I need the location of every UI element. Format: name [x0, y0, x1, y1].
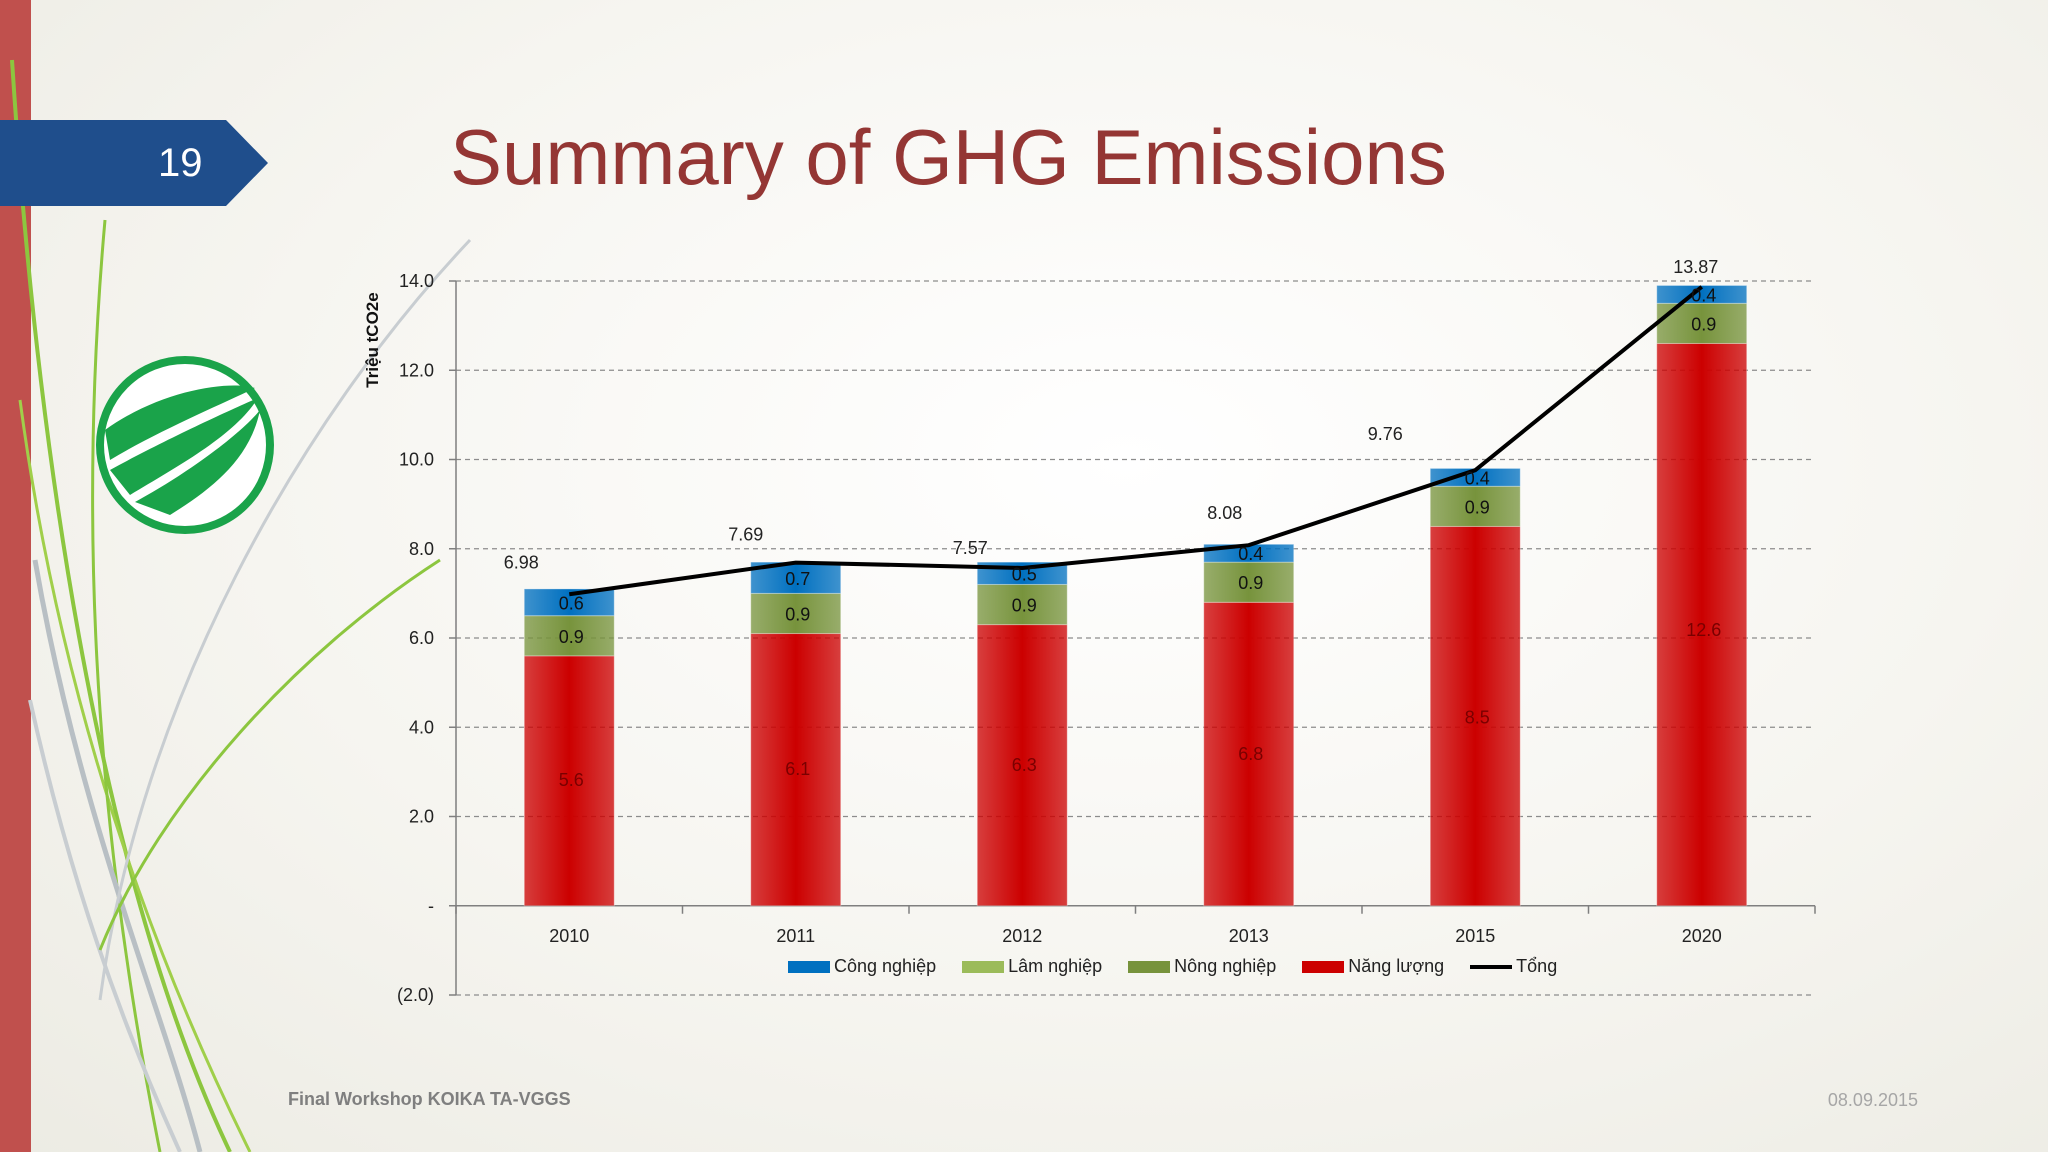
bar-segment: [750, 633, 842, 907]
bar-segment: [1203, 561, 1295, 603]
footer-date: 08.09.2015: [1827, 1090, 1918, 1110]
total-label: 7.69: [728, 525, 763, 545]
bar-segment: [1429, 485, 1521, 527]
bar-segment: [523, 615, 615, 657]
y-tick-label: 8.0: [409, 539, 434, 559]
legend-swatch: [788, 960, 830, 973]
slide-number-badge: [0, 120, 268, 206]
bar-segment: [976, 583, 1068, 626]
bar-segment: [523, 655, 615, 907]
data-label: 6.1: [785, 759, 810, 779]
globe-logo-icon: [96, 356, 274, 534]
total-label: 6.98: [504, 552, 539, 572]
legend-item: Năng lượng: [1302, 956, 1444, 977]
data-label: 0.9: [559, 627, 584, 647]
slide-number: 19: [158, 141, 203, 185]
bar-segment: [1203, 601, 1295, 907]
y-tick-label: -: [428, 896, 434, 916]
bar-segment: [976, 624, 1068, 907]
data-label: 0.4: [1691, 285, 1716, 305]
data-label: 0.9: [1238, 573, 1263, 593]
y-tick-label: 4.0: [409, 717, 434, 737]
bar-segment: [750, 592, 842, 635]
y-axis-title: Triệu tCO2e: [363, 292, 382, 387]
y-tick-label: 2.0: [409, 807, 434, 827]
total-label: 8.08: [1207, 503, 1242, 523]
bar-segment: [1656, 342, 1748, 907]
legend-swatch: [1128, 960, 1171, 973]
data-label: 0.9: [785, 604, 810, 624]
legend-item: Nông nghiệp: [1128, 956, 1276, 977]
x-tick-label: 2020: [1682, 926, 1722, 946]
data-label: 0.7: [785, 569, 810, 589]
total-label: 13.87: [1673, 257, 1718, 277]
y-tick-label: 10.0: [399, 450, 434, 470]
y-tick-label: (2.0): [397, 985, 434, 1005]
legend-label: Nông nghiệp: [1174, 956, 1277, 976]
slide-title: Summary of GHG Emissions: [450, 113, 1447, 201]
legend-swatch: [1470, 964, 1513, 969]
data-label: 0.9: [1012, 596, 1037, 616]
bar-segment: [1429, 525, 1521, 907]
legend-swatch: [1302, 960, 1345, 973]
legend-label: Năng lượng: [1348, 956, 1445, 976]
x-tick-label: 2011: [776, 926, 815, 946]
data-label: 6.8: [1238, 744, 1263, 764]
legend-label: Công nghiệp: [834, 956, 937, 976]
x-tick-label: 2012: [1002, 926, 1042, 946]
data-label: 0.4: [1238, 544, 1263, 564]
legend-swatch: [962, 960, 1005, 973]
total-label: 9.76: [1368, 424, 1403, 444]
y-tick-label: 6.0: [409, 628, 434, 648]
legend-item: Tổng: [1470, 956, 1557, 977]
data-label: 8.5: [1465, 708, 1490, 728]
legend-item: Công nghiệp: [788, 956, 936, 977]
data-label: 12.6: [1686, 620, 1721, 640]
data-label: 0.9: [1465, 497, 1490, 517]
data-label: 0.6: [559, 593, 584, 613]
footer-left: Final Workshop KOIKA TA-VGGS: [288, 1089, 571, 1109]
x-tick-label: 2010: [549, 926, 589, 946]
y-tick-label: 12.0: [399, 360, 434, 380]
legend-label: Tổng: [1516, 956, 1558, 976]
legend-item: Lâm nghiệp: [962, 956, 1102, 977]
total-line: [568, 285, 1704, 597]
chart-legend: Công nghiệp Lâm nghiệp Nông nghiệp Năng lượ…: [788, 956, 1557, 977]
data-label: 5.6: [559, 770, 584, 790]
data-label: 0.4: [1465, 468, 1490, 488]
x-tick-label: 2015: [1455, 926, 1495, 946]
y-tick-label: 14.0: [399, 271, 434, 291]
bar-segment: [1656, 284, 1748, 304]
x-tick-label: 2013: [1229, 926, 1269, 946]
data-label: 0.9: [1691, 314, 1716, 334]
data-label: 6.3: [1012, 755, 1037, 775]
legend-label: Lâm nghiệp: [1008, 956, 1103, 976]
data-label: 0.5: [1012, 564, 1037, 584]
total-label: 7.57: [953, 538, 988, 558]
